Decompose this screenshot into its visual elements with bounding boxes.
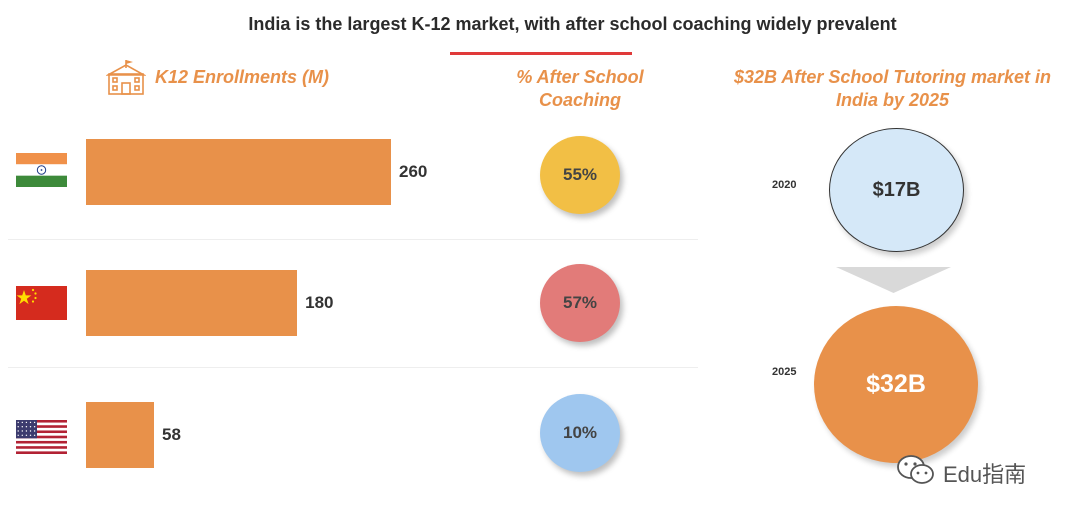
bar-india [86, 139, 391, 205]
coaching-header: % After School Coaching [480, 66, 680, 112]
coaching-bubble-china: 57% [540, 264, 620, 342]
bar-usa [86, 402, 155, 468]
market-circle-2025: $32B [814, 306, 978, 463]
watermark-text: Edu指南 [943, 462, 1027, 487]
bar-label-india: 260 [399, 162, 428, 181]
market-header-line2: India by 2025 [835, 90, 950, 110]
row-divider-1 [8, 239, 698, 240]
china-flag-icon [16, 286, 67, 320]
india-flag-icon [16, 153, 67, 187]
page-title: India is the largest K-12 market, with a… [248, 14, 897, 34]
down-arrow-icon [836, 267, 951, 293]
bar-label-china: 180 [305, 293, 334, 312]
wechat-icon [895, 452, 937, 494]
bar-label-usa: 58 [162, 425, 181, 444]
market-circle-2020: $17B [829, 128, 964, 252]
school-building-icon [104, 58, 148, 98]
year-label-2025: 2025 [772, 366, 797, 378]
coaching-bubble-india: 55% [540, 136, 620, 214]
watermark: Edu指南 [895, 452, 1026, 494]
title-underline [450, 52, 632, 55]
coaching-bubble-usa: 10% [540, 394, 620, 472]
bar-china [86, 270, 298, 336]
usa-flag-icon [16, 420, 67, 455]
row-divider-2 [8, 367, 698, 368]
year-label-2020: 2020 [772, 179, 797, 191]
coaching-header-line1: % After School [516, 67, 644, 87]
market-header: $32B After School Tutoring market in Ind… [715, 66, 1070, 112]
enrollments-header: K12 Enrollments (M) [155, 67, 330, 87]
market-header-line1: $32B After School Tutoring market in [733, 67, 1052, 87]
coaching-header-line2: Coaching [538, 90, 621, 110]
